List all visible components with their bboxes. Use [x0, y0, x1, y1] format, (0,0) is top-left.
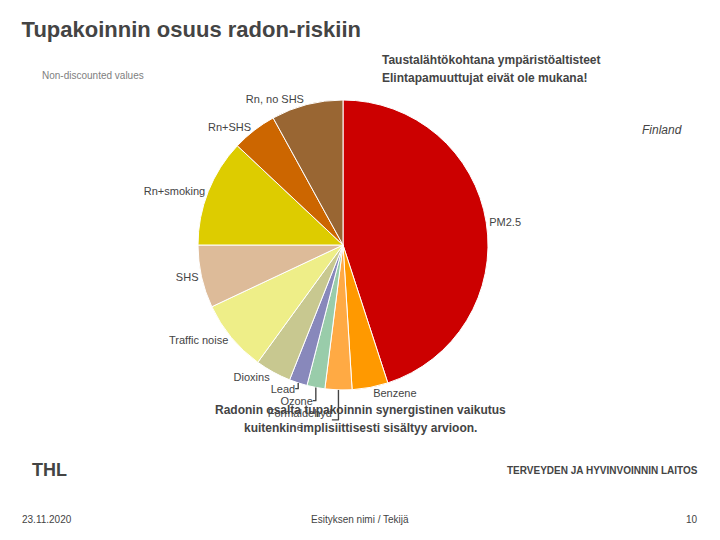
svg-text:THL: THL [32, 460, 67, 480]
svg-text:Lead: Lead [271, 383, 295, 395]
svg-text:23.11.2020: 23.11.2020 [22, 514, 72, 525]
svg-text:Traffic noise: Traffic noise [169, 334, 228, 346]
svg-text:SHS: SHS [176, 271, 199, 283]
svg-text:Non-discounted values: Non-discounted values [42, 70, 144, 81]
svg-text:Ozone: Ozone [280, 395, 312, 407]
svg-text:Finland: Finland [642, 123, 682, 137]
svg-text:Formaldehyde: Formaldehyde [268, 407, 332, 433]
svg-text:10: 10 [686, 514, 698, 525]
svg-text:Taustalähtökohtana ympäristöal: Taustalähtökohtana ympäristöaltisteet [382, 53, 601, 67]
svg-text:Tupakoinnin osuus radon-riskii: Tupakoinnin osuus radon-riskiin [22, 17, 361, 42]
svg-text:Esityksen nimi / Tekijä: Esityksen nimi / Tekijä [311, 514, 409, 525]
svg-text:TERVEYDEN JA HYVINVOINNIN LAIT: TERVEYDEN JA HYVINVOINNIN LAITOS [507, 465, 698, 476]
svg-text:Radonin osalta tupakoinnin syn: Radonin osalta tupakoinnin synergistinen… [215, 403, 506, 417]
svg-text:Rn+SHS: Rn+SHS [208, 121, 251, 133]
svg-text:Benzene: Benzene [373, 387, 416, 399]
svg-text:Elintapamuuttujat eivät ole mu: Elintapamuuttujat eivät ole mukana! [382, 71, 587, 85]
svg-text:Dioxins: Dioxins [234, 371, 271, 383]
svg-text:Rn, no SHS: Rn, no SHS [246, 93, 304, 105]
svg-text:PM2.5: PM2.5 [489, 216, 521, 228]
svg-text:Rn+smoking: Rn+smoking [144, 185, 205, 197]
svg-text:kuitenkin implisiittisesti sis: kuitenkin implisiittisesti sisältyy arvi… [244, 421, 477, 435]
